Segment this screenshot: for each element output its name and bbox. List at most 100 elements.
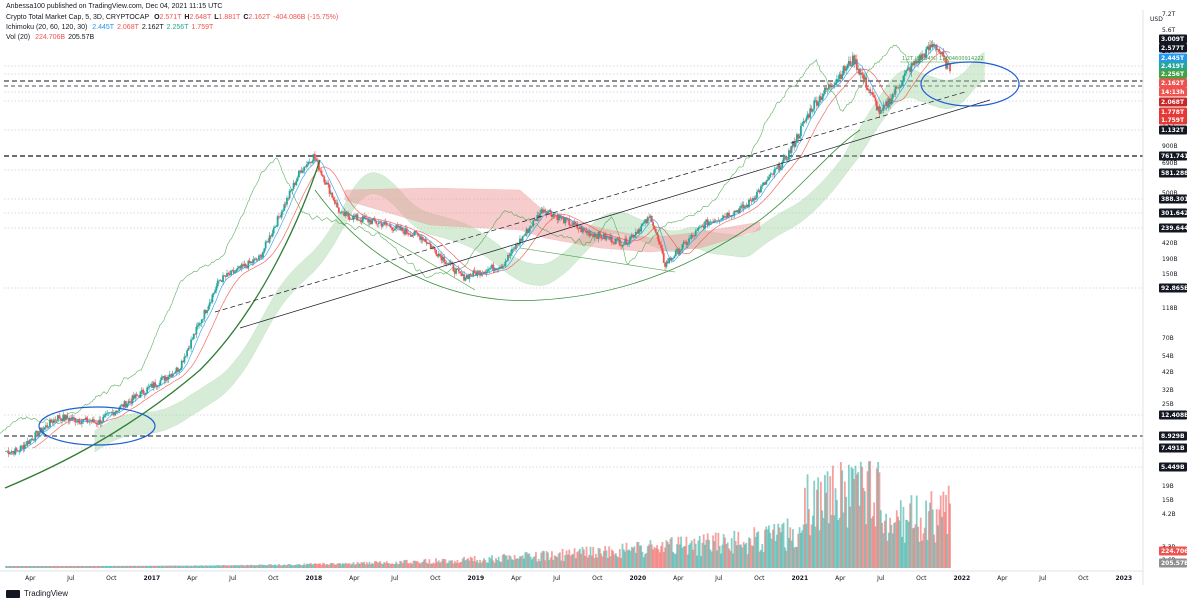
candle — [737, 210, 740, 213]
candle — [918, 55, 921, 64]
volume-bar — [299, 564, 302, 568]
x-tick-label: Oct — [916, 575, 927, 582]
candle — [485, 271, 488, 274]
volume-bar — [134, 565, 137, 568]
candle — [686, 242, 689, 245]
candle — [428, 242, 431, 244]
candle — [343, 211, 346, 217]
candle — [380, 222, 383, 227]
candle — [179, 368, 182, 371]
volume-bar — [363, 561, 366, 568]
volume-bar — [128, 565, 131, 568]
volume-bar — [768, 525, 770, 568]
volume-bar — [935, 509, 938, 568]
volume-bar — [610, 549, 613, 568]
candle — [682, 241, 685, 245]
volume-bar — [203, 565, 206, 568]
volume-bar — [242, 565, 244, 568]
volume-bar — [617, 557, 620, 568]
volume-bar — [881, 522, 884, 568]
volume-bar — [780, 532, 782, 568]
candle — [148, 386, 151, 387]
candle — [467, 275, 469, 279]
candle — [943, 56, 946, 58]
x-tick-label: Oct — [1078, 575, 1089, 582]
candle — [730, 215, 733, 217]
candle — [653, 225, 656, 230]
tradingview-logo[interactable]: TradingView — [6, 589, 68, 598]
volume-bar — [821, 510, 824, 568]
candle — [437, 253, 440, 257]
volume-bar — [266, 565, 268, 568]
volume-bar — [17, 565, 19, 568]
candle — [357, 219, 360, 221]
candle — [96, 424, 99, 425]
candle — [365, 217, 368, 219]
volume-bar — [697, 540, 700, 568]
volume-bar — [809, 535, 812, 568]
volume-bar — [778, 527, 781, 568]
y-tick-label: 70B — [1162, 335, 1174, 342]
ichimoku-value: 2.256T — [166, 24, 189, 31]
volume-bar — [251, 565, 254, 568]
x-tick-label: Apr — [511, 575, 522, 582]
volume-bar — [187, 565, 190, 568]
volume-bar — [239, 565, 242, 568]
candle — [830, 86, 833, 88]
candle — [813, 100, 816, 110]
candle — [503, 265, 505, 267]
candle — [255, 258, 258, 260]
volume-bar — [77, 565, 79, 568]
candle — [947, 62, 950, 64]
price-badge — [1159, 107, 1187, 117]
candle — [431, 246, 433, 248]
volume-bar — [80, 565, 83, 568]
volume-bar — [349, 564, 352, 568]
ichimoku-cloud — [94, 52, 985, 453]
candle — [541, 209, 544, 213]
candle — [855, 59, 858, 70]
price-badge-label: 301.642B — [1161, 210, 1193, 217]
volume-bar — [274, 564, 276, 568]
volume-bar — [496, 560, 499, 568]
candle — [937, 49, 939, 51]
volume-bar — [70, 565, 73, 568]
candle — [280, 211, 283, 218]
candle — [369, 220, 372, 224]
candle — [938, 49, 941, 53]
candle — [361, 216, 364, 222]
candle — [230, 270, 232, 275]
ohlc-h: H2.648T — [184, 14, 212, 21]
candle — [761, 185, 764, 187]
candle — [423, 239, 425, 241]
measure-annotation: 1.2T (86.94%) 12004600914222 — [902, 56, 984, 62]
volume-bar — [907, 521, 910, 568]
volume-bar — [796, 547, 798, 568]
volume-bar — [380, 563, 383, 568]
candle — [449, 262, 452, 264]
candle — [224, 276, 227, 277]
candle — [147, 386, 150, 388]
volume-bar — [913, 527, 915, 568]
candle — [21, 445, 23, 447]
volume-bar — [745, 542, 748, 568]
candle — [614, 238, 617, 244]
ichimoku-value: 1.759T — [191, 24, 214, 31]
candle — [853, 55, 856, 65]
volume-bar — [210, 565, 212, 568]
volume-bar — [238, 565, 240, 568]
candle — [254, 258, 256, 260]
volume-bar — [211, 565, 214, 568]
volume-bar — [335, 564, 338, 568]
candle — [146, 387, 149, 393]
volume-bar — [247, 565, 250, 568]
volume-bar — [214, 565, 216, 568]
candle — [483, 271, 485, 274]
volume-bar — [107, 565, 110, 568]
candle — [327, 182, 330, 185]
candle — [123, 401, 126, 408]
volume-bar — [750, 545, 753, 568]
volume-bar — [839, 462, 842, 568]
candle — [456, 268, 459, 270]
